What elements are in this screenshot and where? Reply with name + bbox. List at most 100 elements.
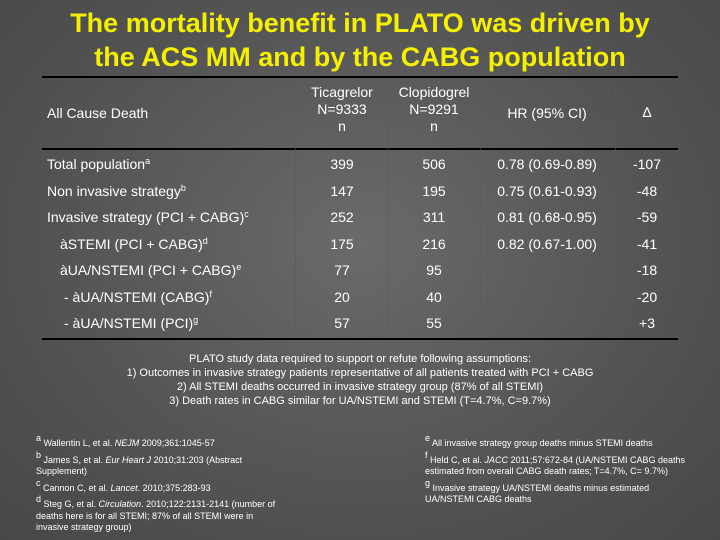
header-ticagrelor: Ticagrelor N=9333 n	[300, 84, 384, 135]
references-left: a Wallentin L, et al. NEJM 2009;361:1045…	[36, 434, 284, 539]
reference-text: Steg G, et al.	[41, 499, 99, 509]
hazard-ratio: 0.78 (0.69-0.89)	[497, 156, 597, 172]
ticagrelor-deaths: 252	[330, 209, 354, 225]
reference-journal: JACC	[484, 454, 509, 465]
clopidogrel-deaths: 195	[422, 182, 446, 199]
ticagrelor-deaths: 20	[334, 288, 350, 305]
header-clopidogrel-name: Clopidogrel	[398, 84, 470, 100]
reference-marker: b	[36, 449, 42, 460]
delta-value: -20	[636, 288, 658, 305]
ticagrelor-deaths: 77	[334, 262, 350, 278]
header-ticagrelor-n: N=9333	[317, 101, 367, 117]
clopidogrel-deaths: 95	[426, 262, 442, 278]
note-line-1: PLATO study data required to support or …	[189, 353, 531, 365]
reference-item: c Cannon C, et al. Lancet. 2010;375:283-…	[36, 478, 284, 495]
delta-value: +3	[639, 315, 655, 331]
reference-marker: a	[36, 433, 42, 443]
hazard-ratio: 0.81 (0.68-0.95)	[497, 209, 597, 225]
table-row: Non invasive strategyb 147 195 0.75 (0.61-0…	[42, 179, 678, 206]
header-all-cause-death: All Cause Death	[47, 105, 149, 121]
hazard-ratio: 0.75 (0.61-0.93)	[497, 182, 597, 199]
row-label-text: Invasive strategy (PCI + CABG)	[47, 209, 245, 225]
reference-journal: Eur Heart J	[105, 454, 152, 465]
note-line-4: 3) Death rates in CABG similar for UA/NS…	[169, 395, 551, 407]
reference-citation: 2009;361:1045-57	[139, 438, 215, 448]
note-line-3: 2) All STEMI deaths occurred in invasive…	[176, 381, 544, 393]
row-label: àSTEMI (PCI + CABG)d	[60, 236, 208, 252]
reference-item: d Steg G, et al. Circulation. 2010;122:2…	[36, 495, 284, 534]
footnote-marker: e	[236, 262, 242, 272]
row-label-text: àSTEMI (PCI + CABG)	[60, 235, 203, 252]
ticagrelor-deaths: 399	[330, 156, 354, 172]
ticagrelor-deaths: 147	[330, 182, 354, 199]
column-divider	[615, 82, 616, 334]
table-bottom-rule	[42, 338, 678, 340]
row-label: - àUA/NSTEMI (PCI)g	[64, 315, 198, 331]
reference-citation: 2011;57:672-84 (UA/NSTEMI CABG deaths es…	[425, 454, 685, 477]
footnote-marker: f	[209, 288, 212, 299]
table-row: Invasive strategy (PCI + CABG)c 252 311 0.8…	[42, 205, 678, 232]
hazard-ratio: 0.82 (0.67-1.00)	[497, 235, 597, 252]
reference-journal: Circulation	[98, 499, 142, 509]
row-label: - àUA/NSTEMI (CABG)f	[64, 289, 212, 305]
reference-item: e All invasive strategy group deaths min…	[425, 434, 695, 450]
reference-marker: c	[36, 477, 41, 488]
ticagrelor-deaths: 57	[334, 315, 350, 331]
slide-title-line-1: The mortality benefit in PLATO was drive…	[70, 8, 650, 38]
row-label-text: Non invasive strategy	[47, 182, 181, 199]
clopidogrel-deaths: 55	[426, 315, 442, 331]
delta-value: -59	[636, 209, 658, 225]
header-ticagrelor-unit: n	[338, 118, 346, 134]
slide-title: The mortality benefit in PLATO was drive…	[0, 6, 720, 74]
reference-journal: NEJM	[114, 438, 140, 448]
reference-citation: 2010;31:203 (Abstract Supplement)	[36, 454, 243, 477]
row-label: Total populationa	[47, 156, 150, 172]
reference-journal: Lancet	[110, 482, 138, 493]
reference-text: Held C, et al.	[427, 454, 485, 465]
row-label-text: àUA/NSTEMI (PCI + CABG)	[60, 262, 237, 278]
reference-marker: e	[425, 433, 431, 443]
row-label-text: - àUA/NSTEMI (CABG)	[64, 288, 210, 305]
column-divider	[388, 82, 389, 334]
mortality-table: All Cause Death Ticagrelor N=9333 n Clop…	[42, 82, 678, 340]
header-hr: HR (95% CI)	[507, 105, 587, 121]
assumptions-note: PLATO study data required to support or …	[0, 352, 720, 408]
table-body: Total populationa 399 506 0.78 (0.69-0.89) -…	[42, 152, 678, 338]
note-line-2: 1) Outcomes in invasive strategy patient…	[126, 367, 594, 379]
clopidogrel-deaths: 216	[422, 235, 446, 252]
row-label-text: Total population	[47, 156, 146, 172]
footnote-marker: b	[180, 182, 186, 193]
reference-item: a Wallentin L, et al. NEJM 2009;361:1045…	[36, 434, 284, 450]
row-label: Invasive strategy (PCI + CABG)c	[47, 209, 249, 225]
footnote-marker: a	[145, 156, 151, 166]
reference-item: g Invasive strategy UA/NSTEMI deaths min…	[425, 478, 695, 506]
header-ticagrelor-name: Ticagrelor	[311, 84, 373, 100]
delta-value: -41	[636, 235, 658, 252]
header-clopidogrel-unit: n	[430, 118, 438, 134]
table-row: àUA/NSTEMI (PCI + CABG)e 77 95 -18	[42, 258, 678, 285]
column-divider	[480, 82, 481, 334]
reference-marker: f	[425, 449, 428, 460]
header-clopidogrel-n: N=9291	[409, 101, 459, 117]
reference-marker: g	[425, 477, 431, 488]
ticagrelor-deaths: 175	[330, 235, 354, 252]
reference-text: Invasive strategy UA/NSTEMI deaths minus…	[425, 482, 650, 505]
footnote-marker: d	[202, 235, 208, 246]
references-right: e All invasive strategy group deaths min…	[425, 434, 695, 511]
delta-value: -48	[636, 182, 658, 199]
column-divider	[295, 82, 296, 334]
header-rule	[42, 148, 678, 150]
header-delta: ∆	[642, 104, 652, 120]
table-row: - àUA/NSTEMI (PCI)g 57 55 +3	[42, 311, 678, 338]
reference-marker: d	[36, 494, 42, 504]
row-label-text: - àUA/NSTEMI (PCI)	[64, 315, 194, 331]
reference-citation: . 2010;122:2131-2141 (number of deaths h…	[36, 499, 276, 532]
clopidogrel-deaths: 40	[426, 288, 442, 305]
table-row: - àUA/NSTEMI (CABG)f 20 40 -20	[42, 285, 678, 312]
reference-item: f Held C, et al. JACC 2011;57:672-84 (UA…	[425, 450, 695, 478]
reference-citation: . 2010;375:283-93	[137, 482, 211, 493]
header-clopidogrel: Clopidogrel N=9291 n	[389, 84, 479, 135]
reference-text: Cannon C, et al.	[40, 482, 111, 493]
row-label: Non invasive strategyb	[47, 183, 186, 199]
row-label: àUA/NSTEMI (PCI + CABG)e	[60, 262, 241, 278]
